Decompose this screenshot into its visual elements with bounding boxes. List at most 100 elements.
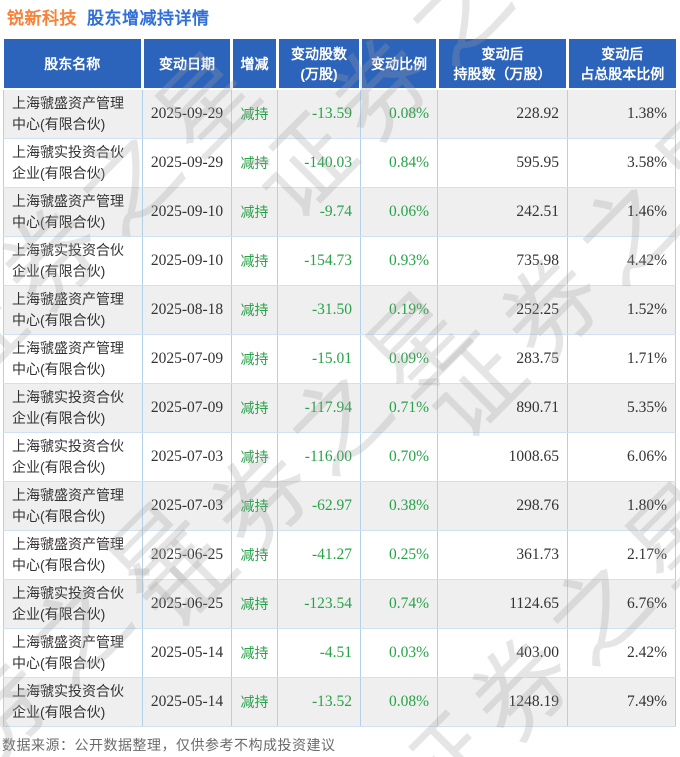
cell-pct-after: 6.76% (567, 579, 676, 629)
cell-pct-after: 1.46% (567, 187, 676, 237)
cell-pct-after: 2.42% (567, 628, 676, 678)
stock-name: 锐新科技 (7, 9, 77, 28)
cell-pct-after: 1.71% (567, 334, 676, 384)
table-row: 上海虢盛资产管理中心(有限合伙) 2025-08-18 减持 -31.50 0.19% 2… (3, 285, 676, 335)
cell-change-date: 2025-09-10 (142, 187, 232, 237)
cell-shares-after: 228.92 (437, 89, 568, 139)
cell-change-shares: -31.50 (277, 285, 361, 335)
cell-change-ratio: 0.03% (360, 628, 438, 678)
table-row: 上海虢盛资产管理中心(有限合伙) 2025-07-03 减持 -62.97 0.38% 2… (3, 481, 676, 531)
cell-change-shares: -117.94 (277, 383, 361, 433)
cell-change-date: 2025-05-14 (142, 628, 232, 678)
cell-shares-after: 1248.19 (437, 677, 568, 727)
cell-change-shares: -123.54 (277, 579, 361, 629)
cell-shareholder-name: 上海虢盛资产管理中心(有限合伙) (3, 187, 143, 237)
cell-change-date: 2025-07-03 (142, 432, 232, 482)
cell-change-ratio: 0.74% (360, 579, 438, 629)
col-header-change-date: 变动日期 (142, 39, 233, 90)
page-title: 锐新科技 股东增减持详情 (7, 4, 210, 29)
cell-action: 减持 (231, 628, 278, 678)
cell-change-shares: -9.74 (277, 187, 361, 237)
cell-shares-after: 735.98 (437, 236, 568, 286)
cell-action: 减持 (231, 187, 278, 237)
cell-change-shares: -116.00 (277, 432, 361, 482)
cell-change-shares: -154.73 (277, 236, 361, 286)
cell-shares-after: 403.00 (437, 628, 568, 678)
cell-change-ratio: 0.08% (360, 89, 438, 139)
cell-change-date: 2025-07-09 (142, 383, 232, 433)
table-row: 上海虢实投资合伙企业(有限合伙) 2025-09-10 减持 -154.73 0.93%… (3, 236, 676, 286)
cell-action: 减持 (231, 89, 278, 139)
cell-pct-after: 5.35% (567, 383, 676, 433)
cell-shareholder-name: 上海虢盛资产管理中心(有限合伙) (3, 481, 143, 531)
cell-shareholder-name: 上海虢实投资合伙企业(有限合伙) (3, 383, 143, 433)
cell-change-date: 2025-09-29 (142, 89, 232, 139)
report-title: 股东增减持详情 (87, 9, 210, 28)
cell-pct-after: 1.80% (567, 481, 676, 531)
shareholder-change-table: 股东名称 变动日期 增减 变动股数 (万股) 变动比例 变动后 持股数（万股） … (3, 39, 676, 727)
cell-change-ratio: 0.84% (360, 138, 438, 188)
cell-shares-after: 242.51 (437, 187, 568, 237)
cell-shares-after: 252.25 (437, 285, 568, 335)
cell-change-ratio: 0.71% (360, 383, 438, 433)
table-header: 股东名称 变动日期 增减 变动股数 (万股) 变动比例 变动后 持股数（万股） … (3, 39, 676, 90)
cell-shares-after: 595.95 (437, 138, 568, 188)
cell-action: 减持 (231, 579, 278, 629)
cell-change-date: 2025-08-18 (142, 285, 232, 335)
cell-change-date: 2025-09-10 (142, 236, 232, 286)
cell-change-shares: -41.27 (277, 530, 361, 580)
cell-change-date: 2025-07-03 (142, 481, 232, 531)
cell-change-ratio: 0.06% (360, 187, 438, 237)
cell-shareholder-name: 上海虢实投资合伙企业(有限合伙) (3, 579, 143, 629)
table-row: 上海虢盛资产管理中心(有限合伙) 2025-06-25 减持 -41.27 0.25% 3… (3, 530, 676, 580)
cell-change-shares: -4.51 (277, 628, 361, 678)
col-header-change-shares: 变动股数 (万股) (277, 39, 362, 90)
cell-change-ratio: 0.70% (360, 432, 438, 482)
col-header-action: 增减 (231, 39, 279, 90)
data-source-note: 数据来源：公开数据整理，仅供参考不构成投资建议 (2, 737, 336, 753)
cell-change-shares: -13.59 (277, 89, 361, 139)
cell-shares-after: 1008.65 (437, 432, 568, 482)
cell-action: 减持 (231, 383, 278, 433)
cell-change-date: 2025-06-25 (142, 530, 232, 580)
cell-change-date: 2025-05-14 (142, 677, 232, 727)
cell-pct-after: 4.42% (567, 236, 676, 286)
cell-pct-after: 6.06% (567, 432, 676, 482)
cell-pct-after: 7.49% (567, 677, 676, 727)
cell-shareholder-name: 上海虢实投资合伙企业(有限合伙) (3, 677, 143, 727)
cell-pct-after: 3.58% (567, 138, 676, 188)
cell-action: 减持 (231, 236, 278, 286)
cell-change-ratio: 0.08% (360, 677, 438, 727)
col-header-pct-after: 变动后 占总股本比例 (567, 39, 676, 90)
cell-action: 减持 (231, 334, 278, 384)
table-row: 上海虢盛资产管理中心(有限合伙) 2025-09-29 减持 -13.59 0.08% 2… (3, 89, 676, 139)
table-row: 上海虢盛资产管理中心(有限合伙) 2025-07-09 减持 -15.01 0.09% 2… (3, 334, 676, 384)
cell-shares-after: 1124.65 (437, 579, 568, 629)
col-header-change-ratio: 变动比例 (360, 39, 439, 90)
cell-change-ratio: 0.38% (360, 481, 438, 531)
table-row: 上海虢实投资合伙企业(有限合伙) 2025-05-14 减持 -13.52 0.08% 1… (3, 677, 676, 727)
cell-shares-after: 361.73 (437, 530, 568, 580)
cell-action: 减持 (231, 285, 278, 335)
cell-change-shares: -62.97 (277, 481, 361, 531)
cell-change-date: 2025-09-29 (142, 138, 232, 188)
col-header-shareholder: 股东名称 (3, 39, 144, 90)
cell-change-ratio: 0.19% (360, 285, 438, 335)
cell-shareholder-name: 上海虢盛资产管理中心(有限合伙) (3, 628, 143, 678)
cell-action: 减持 (231, 677, 278, 727)
table-row: 上海虢盛资产管理中心(有限合伙) 2025-09-10 减持 -9.74 0.06% 24… (3, 187, 676, 237)
cell-change-shares: -140.03 (277, 138, 361, 188)
table-header-row: 股东名称 变动日期 增减 变动股数 (万股) 变动比例 变动后 持股数（万股） … (3, 39, 676, 90)
cell-change-ratio: 0.25% (360, 530, 438, 580)
table-row: 上海虢实投资合伙企业(有限合伙) 2025-07-09 减持 -117.94 0.71%… (3, 383, 676, 433)
cell-shareholder-name: 上海虢盛资产管理中心(有限合伙) (3, 89, 143, 139)
table-row: 上海虢实投资合伙企业(有限合伙) 2025-09-29 减持 -140.03 0.84%… (3, 138, 676, 188)
table-row: 上海虢实投资合伙企业(有限合伙) 2025-07-03 减持 -116.00 0.70%… (3, 432, 676, 482)
col-header-shares-after: 变动后 持股数（万股） (437, 39, 569, 90)
cell-shareholder-name: 上海虢盛资产管理中心(有限合伙) (3, 334, 143, 384)
cell-change-date: 2025-07-09 (142, 334, 232, 384)
cell-shareholder-name: 上海虢盛资产管理中心(有限合伙) (3, 285, 143, 335)
cell-change-ratio: 0.09% (360, 334, 438, 384)
cell-shareholder-name: 上海虢实投资合伙企业(有限合伙) (3, 432, 143, 482)
